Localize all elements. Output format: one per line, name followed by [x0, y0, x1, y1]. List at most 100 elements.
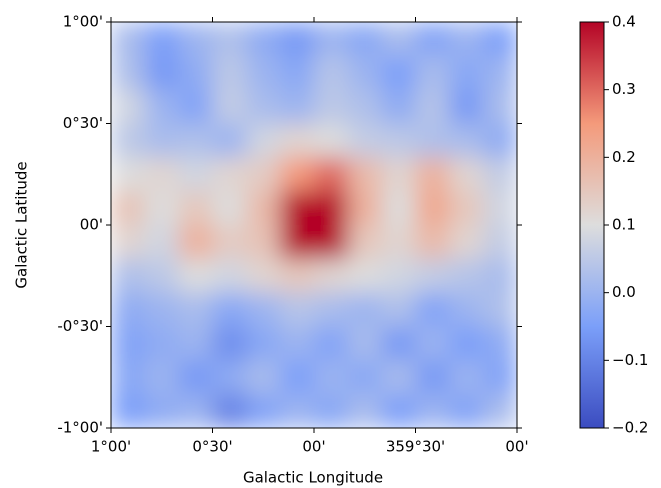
heat-cell	[280, 258, 315, 294]
colorbar-tick-label: −0.2	[612, 419, 648, 437]
heat-cell	[246, 258, 281, 294]
heat-cell	[347, 360, 383, 395]
heat-cell	[449, 157, 484, 192]
heat-cell	[280, 394, 315, 428]
y-tick-label: 00'	[80, 216, 103, 234]
heat-cell	[246, 326, 281, 361]
x-tick-label: 0°30'	[192, 438, 232, 456]
heat-cell	[280, 326, 315, 361]
heat-cell	[483, 394, 517, 428]
heat-cell	[415, 157, 450, 192]
heat-cell	[111, 326, 146, 361]
heat-cell	[111, 157, 146, 192]
heat-cell	[483, 22, 517, 57]
x-tick-label: 359°30'	[386, 438, 445, 456]
heat-cell	[246, 55, 281, 91]
heat-cell	[212, 89, 247, 125]
heat-cell	[280, 55, 315, 91]
heat-cell	[415, 89, 450, 125]
heat-cell	[111, 22, 146, 57]
heat-cell	[449, 326, 484, 361]
heat-cell	[111, 258, 146, 294]
heat-cell	[347, 123, 383, 158]
heat-cell	[483, 360, 517, 395]
heat-cell	[314, 225, 349, 260]
heat-cell	[415, 360, 450, 395]
heat-cell	[178, 157, 214, 192]
heat-cell	[415, 258, 450, 294]
y-tick-label: -0°30'	[57, 317, 103, 335]
heat-cell	[144, 258, 180, 294]
heat-cell	[111, 225, 146, 260]
heat-cell	[144, 157, 180, 192]
heat-cell	[347, 394, 383, 428]
colorbar-tick-label: 0.4	[612, 13, 636, 31]
heat-cell	[144, 394, 180, 428]
heat-cell	[144, 123, 180, 158]
heat-cell	[212, 258, 247, 294]
heat-cell	[314, 123, 349, 158]
heat-cell	[483, 123, 517, 158]
heat-cell	[144, 55, 180, 91]
heat-cell	[212, 191, 247, 226]
colorbar-tick-label: 0.2	[612, 148, 636, 166]
heat-cell	[144, 191, 180, 226]
heat-cell	[381, 55, 417, 91]
heat-cell	[178, 258, 214, 294]
heat-cell	[314, 22, 349, 57]
heat-cell	[144, 22, 180, 57]
colorbar-tick-label: −0.1	[612, 351, 648, 369]
heat-cell	[483, 89, 517, 125]
heat-cell	[381, 292, 417, 328]
heat-cell	[449, 22, 484, 57]
heat-cell	[144, 360, 180, 395]
heat-cell	[314, 89, 349, 125]
colorbar-tick-label: 0.3	[612, 80, 636, 98]
heat-cell	[347, 157, 383, 192]
heat-cell	[212, 157, 247, 192]
heat-cell	[483, 225, 517, 260]
heat-cell	[483, 157, 517, 192]
colorbar	[579, 21, 605, 429]
heat-cell	[483, 326, 517, 361]
heat-cell	[314, 157, 349, 192]
heat-cell	[347, 89, 383, 125]
heat-cell	[347, 225, 383, 260]
colorbar-tick-label: 0.1	[612, 216, 636, 234]
heat-cell	[449, 89, 484, 125]
heat-cell	[314, 360, 349, 395]
heat-cell	[246, 22, 281, 57]
map-clip	[111, 22, 517, 428]
heat-cell	[314, 258, 349, 294]
heat-cell	[381, 258, 417, 294]
heat-cell	[111, 360, 146, 395]
heat-cell	[246, 394, 281, 428]
heat-cell	[449, 292, 484, 328]
heat-cell	[415, 292, 450, 328]
heat-cell	[415, 22, 450, 57]
heat-cell	[381, 89, 417, 125]
heat-cell	[178, 191, 214, 226]
heat-cell	[178, 326, 214, 361]
heat-cell	[449, 394, 484, 428]
heat-cell	[449, 258, 484, 294]
heat-cell	[381, 326, 417, 361]
heat-cell	[212, 326, 247, 361]
heat-cell	[212, 55, 247, 91]
heat-cell	[178, 89, 214, 125]
x-tick-label: 1°00'	[91, 438, 131, 456]
heat-cell	[314, 292, 349, 328]
heat-cell	[280, 123, 315, 158]
heat-cell	[111, 55, 146, 91]
heat-cell	[280, 89, 315, 125]
heat-cell	[111, 191, 146, 226]
heat-cell	[381, 394, 417, 428]
heat-cell	[449, 225, 484, 260]
heat-cell	[246, 292, 281, 328]
heat-cell	[347, 292, 383, 328]
heat-cell	[246, 89, 281, 125]
heat-cell	[381, 22, 417, 57]
heat-cell	[212, 225, 247, 260]
heat-cell	[280, 22, 315, 57]
heat-cell	[178, 292, 214, 328]
